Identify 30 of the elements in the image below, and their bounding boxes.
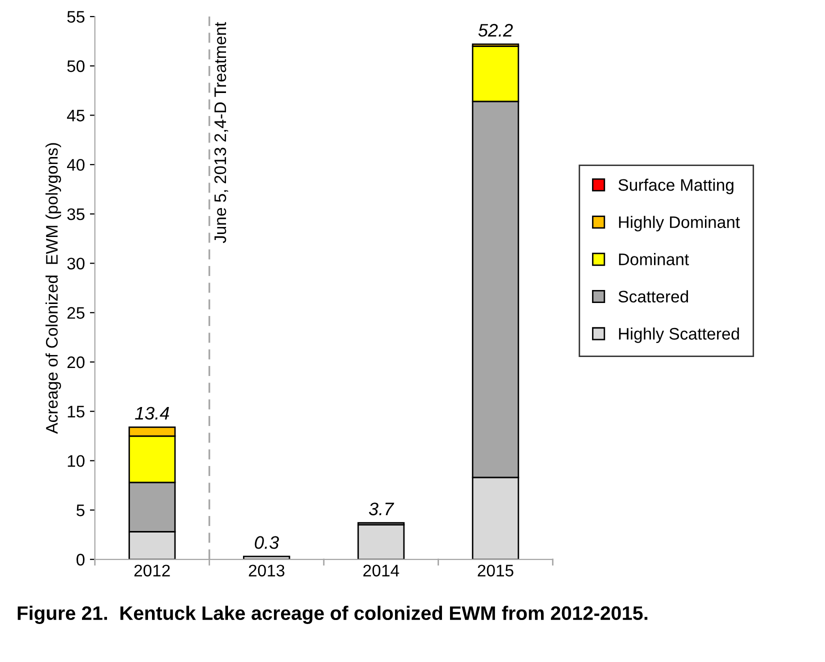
y-tick-label: 55 — [67, 11, 84, 23]
y-tick-label: 15 — [68, 406, 84, 418]
x-tick-label: 2015 — [478, 564, 514, 576]
caption: Figure 21. Kentuck Lake acreage of colonized EWM from 2012-2015. — [18, 606, 648, 624]
y-tick-label: 50 — [67, 60, 85, 72]
annotation: June 5, 2013 2,4-D Treatment — [214, 22, 228, 244]
y-tick-label: 35 — [67, 208, 84, 220]
bar — [357, 524, 405, 560]
legend-label: Surface Matting — [618, 178, 734, 194]
y-axis-title: Acreage of Colonized EWM (polygons) — [46, 143, 62, 434]
y-tick-label: 5 — [76, 504, 84, 516]
total-label: 52.2 — [478, 24, 513, 37]
x-tick-label: 2012 — [134, 564, 170, 576]
y-tick-label: 0 — [76, 554, 84, 566]
y-tick-label: 45 — [67, 110, 84, 122]
y-tick-label: 20 — [67, 356, 85, 368]
y-tick-label: 25 — [67, 307, 84, 319]
y-tick-label: 30 — [67, 258, 85, 270]
legend-label: Highly Dominant — [619, 216, 740, 232]
total-label: 3.7 — [368, 502, 394, 516]
bar — [242, 556, 290, 560]
y-tick-label: 10 — [68, 455, 85, 467]
x-tick-label: 2013 — [248, 564, 284, 576]
total-label: 0.3 — [254, 536, 279, 549]
legend-label: Dominant — [619, 253, 689, 266]
y-tick-label: 40 — [67, 159, 85, 171]
x-tick-label: 2014 — [363, 564, 400, 576]
legend-label: Highly Scattered — [619, 327, 739, 343]
legend-label: Scattered — [618, 290, 688, 303]
total-label: 13.4 — [135, 406, 170, 420]
